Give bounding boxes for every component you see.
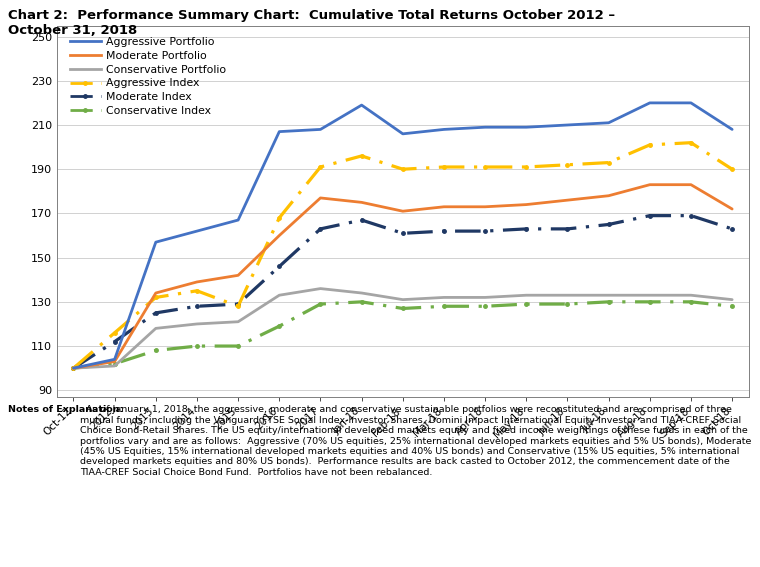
Text: As of January 1, 2018, the aggressive, moderate and conservative sustainable por: As of January 1, 2018, the aggressive, m… [80, 405, 751, 477]
Legend: Aggressive Portfolio, Moderate Portfolio, Conservative Portfolio, Aggressive Ind: Aggressive Portfolio, Moderate Portfolio… [66, 33, 230, 120]
Text: Chart 2:  Performance Summary Chart:  Cumulative Total Returns October 2012 –
Oc: Chart 2: Performance Summary Chart: Cumu… [8, 9, 615, 36]
Text: Notes of Explanation:: Notes of Explanation: [8, 405, 123, 414]
